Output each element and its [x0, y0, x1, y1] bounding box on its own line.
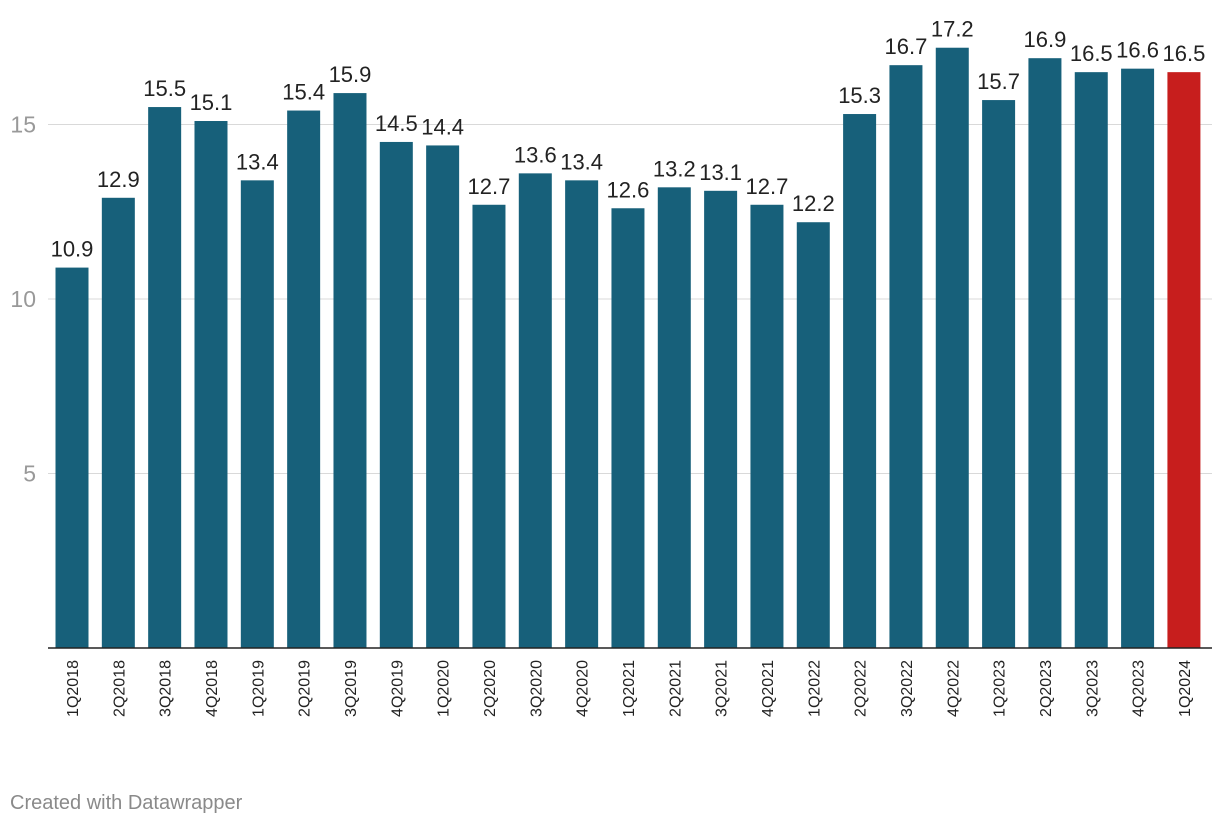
bar-1Q2021 [611, 208, 645, 648]
x-tick-label-2Q2023: 2Q2023 [1038, 660, 1055, 717]
x-tick-label-1Q2022: 1Q2022 [806, 660, 823, 717]
value-label-1Q2018: 10.9 [51, 237, 94, 262]
value-label-1Q2024: 16.5 [1163, 41, 1206, 66]
bar-4Q2021 [750, 204, 784, 648]
bar-1Q2019 [240, 180, 274, 648]
value-label-3Q2018: 15.5 [143, 76, 186, 101]
value-label-1Q2020: 14.4 [421, 114, 464, 139]
x-tick-label-4Q2018: 4Q2018 [204, 660, 221, 717]
bar-1Q2020 [426, 145, 460, 648]
x-tick-label-3Q2021: 3Q2021 [714, 660, 731, 717]
bars-layer [55, 47, 1201, 649]
bar-4Q2020 [565, 180, 599, 648]
value-label-1Q2023: 15.7 [977, 69, 1020, 94]
y-tick-label: 10 [10, 286, 36, 312]
y-tick-label: 5 [23, 461, 36, 487]
x-axis: 1Q2018 2Q2018 3Q2018 4Q2018 1Q2019 2Q2019 3Q20… [65, 660, 1194, 717]
bar-3Q2021 [704, 190, 738, 648]
x-tick-label-1Q2020: 1Q2020 [436, 660, 453, 717]
x-tick-label-1Q2021: 1Q2021 [621, 660, 638, 717]
x-tick-label-4Q2023: 4Q2023 [1131, 660, 1148, 717]
bar-1Q2022 [796, 222, 830, 648]
x-tick-label-2Q2018: 2Q2018 [111, 660, 128, 717]
x-tick-label-3Q2018: 3Q2018 [158, 660, 175, 717]
x-tick-label-3Q2019: 3Q2019 [343, 660, 360, 717]
value-label-4Q2020: 13.4 [560, 149, 603, 174]
x-tick-label-2Q2022: 2Q2022 [853, 660, 870, 717]
x-tick-label-4Q2019: 4Q2019 [389, 660, 406, 717]
x-tick-label-2Q2021: 2Q2021 [667, 660, 684, 717]
x-tick-label-2Q2020: 2Q2020 [482, 660, 499, 717]
bar-2Q2023 [1028, 58, 1062, 648]
bar-4Q2018 [194, 121, 228, 648]
x-tick-label-4Q2022: 4Q2022 [945, 660, 962, 717]
value-label-4Q2018: 15.1 [190, 90, 233, 115]
value-label-4Q2023: 16.6 [1116, 38, 1159, 63]
value-labels-layer: 10.9 12.9 15.515.1 13.4 15.415.914.5 14.4 12.7… [51, 17, 1206, 262]
value-label-1Q2022: 12.2 [792, 191, 835, 216]
value-label-1Q2021: 12.6 [607, 177, 650, 202]
bar-1Q2023 [982, 100, 1016, 648]
value-label-2Q2019: 15.4 [282, 80, 325, 105]
bar-2Q2021 [657, 187, 691, 648]
y-tick-label: 15 [10, 112, 36, 138]
x-tick-label-4Q2021: 4Q2021 [760, 660, 777, 717]
value-label-2Q2022: 15.3 [838, 83, 881, 108]
bar-3Q2019 [333, 93, 367, 649]
x-tick-label-3Q2023: 3Q2023 [1084, 660, 1101, 717]
bar-2Q2019 [287, 110, 321, 649]
bar-4Q2022 [935, 47, 969, 649]
x-tick-label-2Q2019: 2Q2019 [297, 660, 314, 717]
value-label-4Q2019: 14.5 [375, 111, 418, 136]
x-tick-label-1Q2019: 1Q2019 [250, 660, 267, 717]
bar-chart: 5 10 15 10.9 12.9 15.515.1 13.4 15.415.914.5 14… [10, 17, 1212, 717]
value-label-3Q2022: 16.7 [885, 34, 928, 59]
value-label-2Q2020: 12.7 [468, 174, 511, 199]
x-tick-label-3Q2022: 3Q2022 [899, 660, 916, 717]
value-label-1Q2019: 13.4 [236, 149, 279, 174]
bar-1Q2024 [1167, 72, 1201, 648]
bar-2Q2022 [843, 114, 877, 648]
x-tick-label-1Q2023: 1Q2023 [992, 660, 1009, 717]
bar-3Q2023 [1074, 72, 1108, 648]
value-label-2Q2023: 16.9 [1024, 27, 1067, 52]
bar-3Q2022 [889, 65, 923, 649]
x-tick-label-3Q2020: 3Q2020 [528, 660, 545, 717]
value-label-3Q2019: 15.9 [329, 62, 372, 87]
value-label-3Q2023: 16.5 [1070, 41, 1113, 66]
x-tick-label-4Q2020: 4Q2020 [575, 660, 592, 717]
bar-3Q2018 [148, 107, 182, 649]
value-label-4Q2022: 17.2 [931, 17, 974, 42]
bar-2Q2018 [101, 197, 135, 649]
datawrapper-credit: Created with Datawrapper [10, 792, 243, 814]
value-label-3Q2020: 13.6 [514, 142, 557, 167]
value-label-2Q2018: 12.9 [97, 167, 140, 192]
value-label-3Q2021: 13.1 [699, 160, 742, 185]
bar-2Q2020 [472, 204, 506, 648]
bar-4Q2023 [1121, 68, 1155, 648]
bar-4Q2019 [379, 141, 413, 648]
x-tick-label-1Q2018: 1Q2018 [65, 660, 82, 717]
bar-3Q2020 [518, 173, 552, 649]
value-label-4Q2021: 12.7 [746, 174, 789, 199]
value-label-2Q2021: 13.2 [653, 156, 696, 181]
bar-1Q2018 [55, 267, 89, 648]
x-tick-label-1Q2024: 1Q2024 [1177, 660, 1194, 717]
